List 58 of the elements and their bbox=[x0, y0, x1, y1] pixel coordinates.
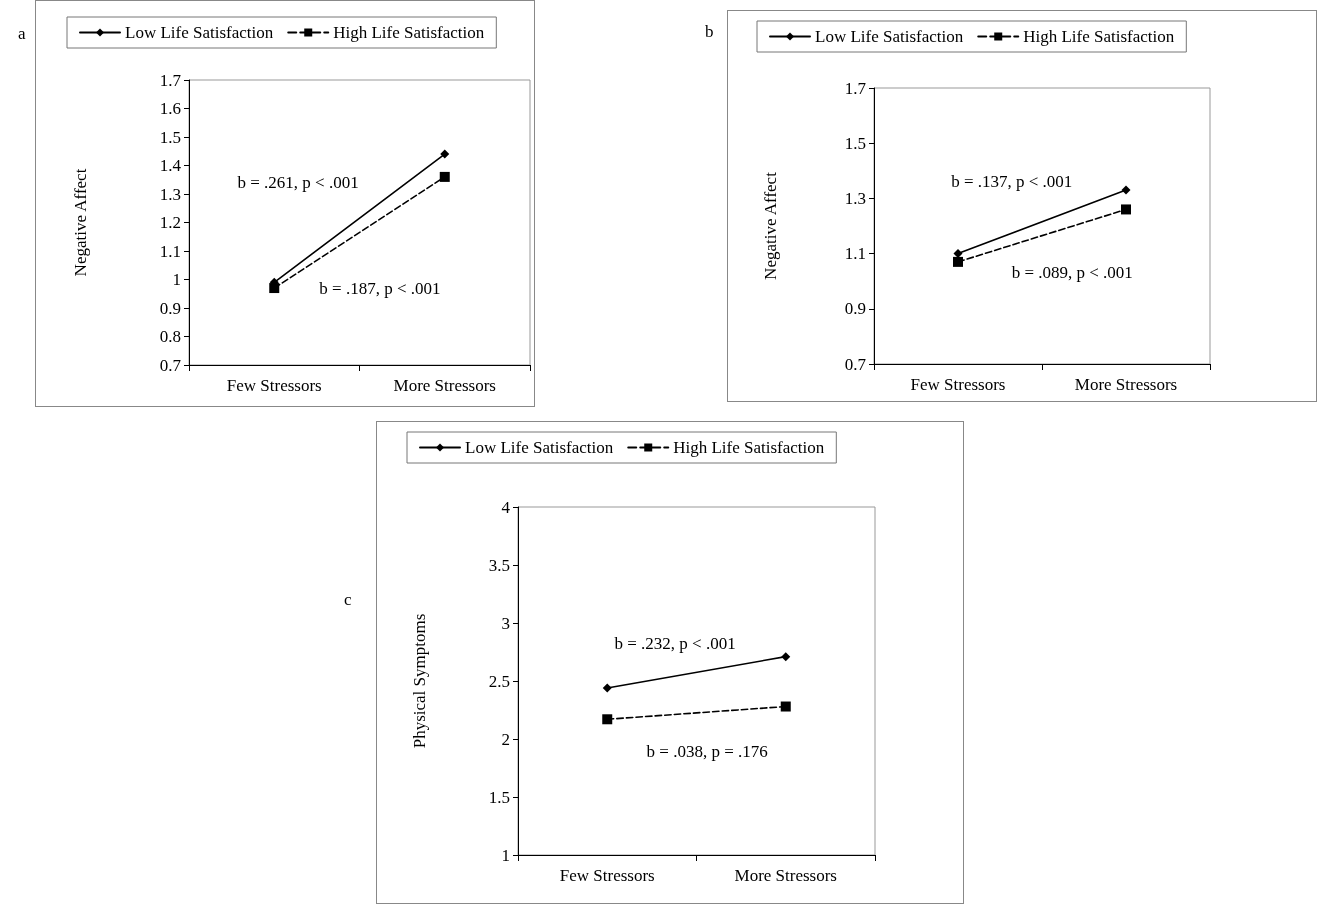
point bbox=[440, 149, 450, 159]
y-tick-label: 1.1 bbox=[844, 244, 866, 264]
y-tick-label: 3.5 bbox=[488, 555, 510, 575]
annotation: b = .137, p < .001 bbox=[951, 172, 1073, 192]
annotation: b = .038, p = .176 bbox=[646, 742, 768, 762]
x-tick-label: More Stressors bbox=[393, 376, 496, 395]
point bbox=[953, 256, 963, 267]
x-tick-label: More Stressors bbox=[734, 866, 837, 885]
x-tick-label: Few Stressors bbox=[910, 375, 1006, 394]
text: c bbox=[344, 590, 352, 610]
annotation: b = .232, p < .001 bbox=[614, 634, 736, 654]
legend-label: High Life Satisfaction bbox=[1023, 27, 1175, 46]
y-tick-label: 1 bbox=[172, 270, 181, 289]
x-tick-label: More Stressors bbox=[1074, 375, 1178, 394]
y-tick-label: 2 bbox=[501, 729, 510, 749]
y-tick-label: 1.5 bbox=[844, 133, 866, 153]
y-tick-label: 2.5 bbox=[488, 671, 510, 691]
y-axis-title: Negative Affect bbox=[71, 168, 90, 277]
x-tick-label: Few Stressors bbox=[226, 376, 322, 395]
y-tick-label: 3 bbox=[501, 613, 510, 633]
point bbox=[269, 283, 280, 294]
y-tick-label: 1.5 bbox=[488, 787, 510, 807]
y-tick-label: 1.7 bbox=[844, 78, 867, 98]
point bbox=[1121, 185, 1131, 195]
y-tick-label: 1.5 bbox=[159, 127, 181, 147]
y-tick-label: 1 bbox=[501, 845, 510, 865]
legend-label: Low Life Satisfaction bbox=[125, 23, 274, 42]
y-tick-label: 1.6 bbox=[159, 99, 181, 118]
point bbox=[602, 714, 613, 725]
y-tick-label: 1.7 bbox=[159, 70, 182, 90]
legend-label: Low Life Satisfaction bbox=[465, 438, 614, 457]
point bbox=[602, 683, 612, 693]
legend-label: Low Life Satisfaction bbox=[815, 27, 964, 46]
point bbox=[781, 652, 791, 662]
point bbox=[780, 701, 791, 712]
annotation: b = .187, p < .001 bbox=[319, 278, 441, 298]
y-tick-label: 4 bbox=[501, 497, 511, 517]
legend-label: High Life Satisfaction bbox=[673, 438, 825, 457]
text: b bbox=[705, 22, 714, 42]
annotation: b = .089, p < .001 bbox=[1011, 263, 1133, 283]
y-tick-label: 0.7 bbox=[159, 355, 182, 375]
y-axis-title: Negative Affect bbox=[761, 171, 780, 280]
point bbox=[439, 171, 450, 182]
y-tick-label: 0.9 bbox=[159, 298, 181, 318]
y-tick-label: 0.9 bbox=[844, 299, 866, 319]
y-tick-label: 1.2 bbox=[159, 213, 181, 232]
y-tick-label: 0.7 bbox=[844, 354, 867, 374]
y-tick-label: 1.4 bbox=[159, 156, 182, 175]
y-tick-label: 1.3 bbox=[844, 188, 866, 208]
annotation: b = .261, p < .001 bbox=[237, 173, 359, 193]
y-tick-label: 1.3 bbox=[159, 184, 181, 204]
y-tick-label: 0.8 bbox=[159, 327, 181, 346]
text: a bbox=[18, 24, 26, 44]
y-tick-label: 1.1 bbox=[159, 241, 181, 261]
x-tick-label: Few Stressors bbox=[559, 866, 655, 885]
y-axis-title: Physical Symptoms bbox=[410, 613, 429, 749]
point bbox=[1121, 204, 1131, 215]
legend-label: High Life Satisfaction bbox=[333, 23, 485, 42]
